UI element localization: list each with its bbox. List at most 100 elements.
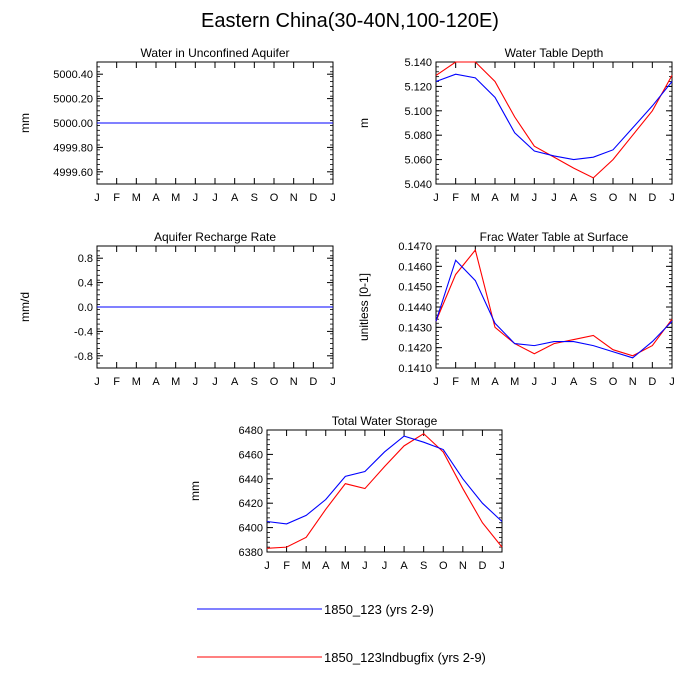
x-tick-label: J: [330, 192, 336, 204]
x-tick-label: J: [94, 376, 100, 388]
x-tick-label: N: [290, 376, 298, 388]
x-tick-label: J: [264, 560, 270, 572]
plot-title: Total Water Storage: [332, 414, 438, 428]
x-tick-label: M: [510, 192, 519, 204]
x-tick-label: A: [491, 376, 499, 388]
x-tick-label: A: [491, 192, 499, 204]
y-tick-label: 6440: [239, 474, 263, 486]
legend-label: 1850_123lndbugfix (yrs 2-9): [324, 650, 486, 665]
x-tick-label: A: [152, 192, 160, 204]
series-line-1: [266, 435, 503, 525]
plot-title: Aquifer Recharge Rate: [154, 230, 276, 244]
x-tick-label: M: [302, 560, 311, 572]
x-tick-label: J: [532, 192, 538, 204]
y-tick-label: -0.4: [74, 326, 93, 338]
x-tick-label: F: [452, 192, 459, 204]
y-axis-label: mm/d: [18, 292, 32, 322]
y-axis-label: mm: [188, 481, 202, 501]
x-tick-label: O: [270, 376, 279, 388]
series-line-2: [435, 248, 673, 357]
x-tick-label: J: [212, 376, 218, 388]
x-tick-label: J: [193, 376, 199, 388]
y-tick-label: 0.1470: [398, 241, 432, 253]
plot-title: Water in Unconfined Aquifer: [141, 46, 290, 60]
x-tick-label: A: [322, 560, 330, 572]
x-tick-label: O: [270, 192, 279, 204]
x-tick-label: A: [231, 192, 239, 204]
x-tick-label: S: [590, 376, 597, 388]
x-tick-label: J: [94, 192, 100, 204]
x-tick-label: D: [648, 192, 656, 204]
x-tick-label: F: [113, 192, 120, 204]
series-line-2: [266, 432, 503, 549]
x-tick-label: D: [478, 560, 486, 572]
x-tick-label: O: [609, 376, 618, 388]
x-tick-label: J: [433, 376, 439, 388]
x-tick-label: A: [570, 192, 578, 204]
x-tick-label: M: [510, 376, 519, 388]
plot-4: Frac Water Table at Surface unitless [0-1…: [357, 230, 675, 388]
y-tick-label: 0.1450: [398, 282, 432, 294]
series-line-1: [435, 259, 673, 359]
y-tick-label: 5.060: [404, 155, 432, 167]
x-tick-label: S: [251, 192, 258, 204]
y-tick-label: 5.140: [404, 57, 432, 69]
y-tick-label: 5000.20: [53, 94, 93, 106]
y-tick-label: 0.8: [78, 253, 93, 265]
legend-item-1: 1850_123 (yrs 2-9): [197, 602, 434, 617]
series-line-2: [435, 61, 673, 179]
y-tick-label: 0.1420: [398, 343, 432, 355]
x-tick-label: F: [283, 560, 290, 572]
y-tick-label: 6460: [239, 449, 263, 461]
plot-frame: [266, 429, 503, 553]
x-tick-label: A: [570, 376, 578, 388]
y-axis-label: m: [357, 118, 371, 128]
y-tick-label: 5.100: [404, 106, 432, 118]
y-tick-label: 5000.00: [53, 118, 93, 130]
y-tick-label: 0.0: [78, 302, 93, 314]
y-tick-label: 4999.60: [53, 167, 93, 179]
x-tick-label: N: [290, 192, 298, 204]
y-tick-label: 5000.40: [53, 69, 93, 81]
x-tick-label: F: [452, 376, 459, 388]
legend-item-2: 1850_123lndbugfix (yrs 2-9): [197, 650, 486, 665]
x-tick-label: J: [532, 376, 538, 388]
y-tick-label: 6480: [239, 425, 263, 437]
y-axis-label: unitless [0-1]: [357, 273, 371, 341]
series-line-1: [435, 73, 673, 161]
y-tick-label: -0.8: [74, 351, 93, 363]
y-tick-label: 5.040: [404, 179, 432, 191]
x-tick-label: J: [433, 192, 439, 204]
x-tick-label: F: [113, 376, 120, 388]
y-tick-label: 6380: [239, 547, 263, 559]
plot-frame: [435, 245, 673, 369]
x-tick-label: J: [669, 376, 675, 388]
y-tick-label: 5.080: [404, 130, 432, 142]
y-tick-label: 5.120: [404, 81, 432, 93]
x-tick-label: J: [551, 192, 557, 204]
x-tick-label: M: [171, 192, 180, 204]
x-tick-label: D: [309, 376, 317, 388]
x-tick-label: N: [629, 192, 637, 204]
x-tick-label: A: [400, 560, 408, 572]
x-tick-label: N: [459, 560, 467, 572]
x-tick-label: M: [132, 192, 141, 204]
x-tick-label: J: [362, 560, 368, 572]
x-tick-label: O: [609, 192, 618, 204]
x-tick-label: M: [171, 376, 180, 388]
x-tick-label: J: [499, 560, 505, 572]
y-tick-label: 0.1410: [398, 363, 432, 375]
x-tick-label: M: [471, 376, 480, 388]
y-tick-label: 0.4: [78, 278, 93, 290]
x-tick-label: O: [439, 560, 448, 572]
x-tick-label: J: [330, 376, 336, 388]
x-tick-label: J: [382, 560, 388, 572]
x-tick-label: J: [669, 192, 675, 204]
y-tick-label: 6400: [239, 523, 263, 535]
x-tick-label: J: [193, 192, 199, 204]
